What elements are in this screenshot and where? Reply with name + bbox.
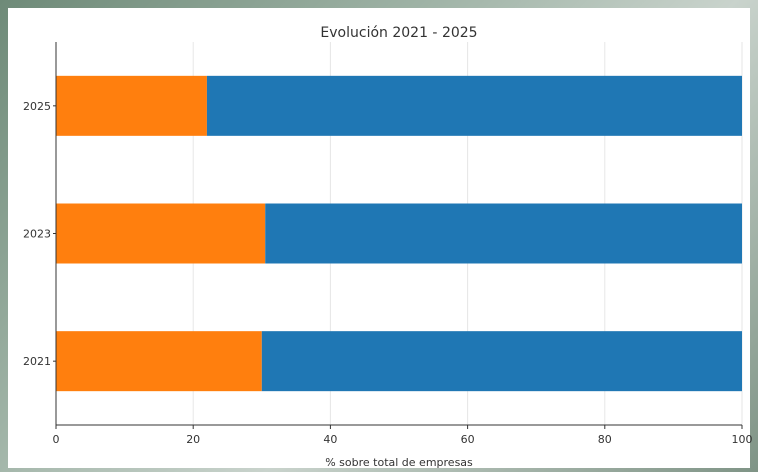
y-tick-label-2025: 2025 bbox=[23, 100, 51, 113]
x-axis-label: % sobre total de empresas bbox=[325, 456, 473, 469]
bar-2025-segment-1 bbox=[56, 75, 207, 136]
x-tick-label-80: 80 bbox=[598, 433, 612, 446]
y-tick-label-2021: 2021 bbox=[23, 355, 51, 368]
bar-2025-segment-2 bbox=[206, 75, 743, 136]
bar-2023-segment-1 bbox=[56, 203, 266, 264]
x-tick-label-100: 100 bbox=[732, 433, 753, 446]
chart-title: Evolución 2021 - 2025 bbox=[320, 25, 477, 41]
x-tick-label-40: 40 bbox=[323, 433, 337, 446]
x-tick-label-20: 20 bbox=[186, 433, 200, 446]
bar-2021-segment-1 bbox=[56, 331, 262, 392]
y-tick-label-2023: 2023 bbox=[23, 228, 51, 241]
x-tick-label-60: 60 bbox=[461, 433, 475, 446]
tick-labels: 2021 2023 2025 0 20 40 60 80 100 bbox=[23, 100, 753, 446]
axes bbox=[53, 42, 743, 429]
x-tick-label-0: 0 bbox=[53, 433, 60, 446]
bars bbox=[56, 75, 743, 392]
bar-2023-segment-2 bbox=[265, 203, 742, 264]
bar-2021-segment-2 bbox=[261, 331, 742, 392]
